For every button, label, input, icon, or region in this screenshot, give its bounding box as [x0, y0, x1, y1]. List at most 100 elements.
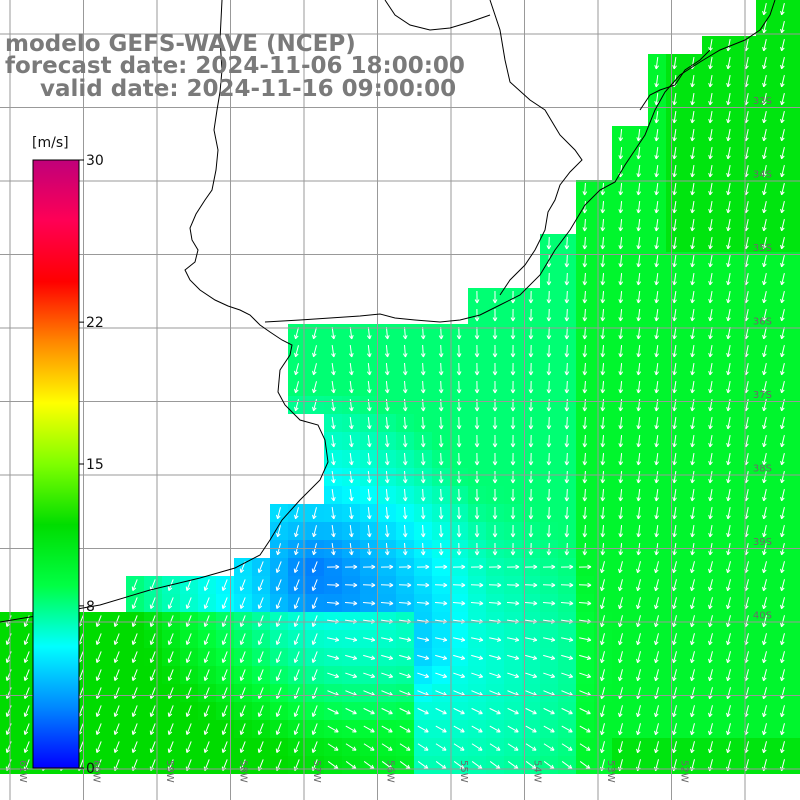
- wind-arrow: [618, 615, 623, 628]
- wind-arrow: [578, 582, 592, 588]
- wind-arrow: [384, 488, 390, 502]
- wind-arrow: [326, 600, 340, 606]
- wind-arrow: [726, 75, 731, 88]
- wind-arrow: [438, 326, 444, 340]
- wind-arrow: [600, 254, 606, 268]
- wind-arrow: [311, 561, 318, 573]
- wind-arrow: [600, 380, 606, 394]
- wind-arrow: [564, 236, 570, 250]
- wind-arrows: [5, 3, 785, 772]
- longitude-label: 59W: [164, 760, 175, 783]
- wind-speed-cell: [792, 378, 800, 396]
- wind-arrow: [331, 434, 336, 448]
- colorbar-tick-label: 8: [86, 599, 95, 615]
- wind-arrow: [636, 218, 642, 232]
- wind-arrow: [131, 615, 138, 627]
- wind-arrow: [726, 363, 731, 376]
- wind-arrow: [167, 633, 174, 645]
- wind-arrow: [690, 506, 695, 520]
- wind-arrow: [654, 344, 659, 358]
- wind-arrow: [456, 380, 462, 394]
- wind-arrow: [564, 416, 570, 430]
- wind-arrow: [402, 344, 408, 358]
- wind-arrow: [708, 57, 713, 70]
- wind-arrow: [438, 362, 444, 376]
- wind-arrow: [726, 93, 731, 106]
- wind-arrow: [780, 201, 785, 214]
- wind-speed-cell: [792, 450, 800, 468]
- wind-arrow: [420, 488, 426, 502]
- wind-arrow: [600, 218, 606, 232]
- wind-arrow: [690, 380, 695, 394]
- wind-arrow: [546, 416, 552, 430]
- wind-arrow: [384, 362, 390, 376]
- wind-arrow: [23, 633, 30, 645]
- wind-arrow: [402, 470, 408, 484]
- wind-arrow: [654, 56, 659, 70]
- wind-arrow: [654, 488, 659, 502]
- wind-arrow: [311, 615, 318, 627]
- wind-arrow: [546, 326, 552, 340]
- wind-arrow: [560, 564, 574, 570]
- wind-arrow: [416, 564, 430, 570]
- wind-arrow: [600, 434, 606, 448]
- wind-arrow: [474, 506, 480, 520]
- wind-arrow: [546, 272, 552, 286]
- wind-arrow: [416, 600, 430, 606]
- wind-arrow: [331, 470, 336, 484]
- wind-speed-cell: [792, 108, 800, 126]
- wind-arrow: [780, 219, 785, 232]
- wind-arrow: [672, 597, 677, 610]
- wind-arrow: [636, 146, 642, 160]
- wind-arrow: [474, 344, 480, 358]
- wind-arrow: [672, 164, 677, 178]
- wind-arrow: [546, 506, 552, 520]
- wind-arrow: [331, 344, 336, 358]
- wind-arrow: [560, 600, 574, 606]
- wind-speed-cell: [792, 360, 800, 378]
- wind-speed-cell: [792, 702, 800, 720]
- wind-arrow: [618, 488, 624, 502]
- wind-arrow: [618, 272, 624, 286]
- longitude-label: 56W: [385, 760, 396, 783]
- wind-speed-cell: [792, 18, 800, 36]
- wind-arrow: [636, 488, 642, 502]
- wind-arrow: [762, 165, 767, 178]
- wind-arrow: [636, 290, 642, 304]
- wind-speed-cell: [792, 180, 800, 198]
- wind-arrow: [434, 582, 448, 588]
- wind-arrow: [434, 564, 448, 570]
- wind-arrow: [726, 615, 731, 628]
- wind-arrow: [726, 453, 731, 466]
- wind-arrow: [708, 453, 713, 466]
- wind-arrow: [185, 615, 192, 627]
- wind-arrow: [600, 362, 606, 376]
- wind-arrow: [331, 488, 336, 502]
- wind-arrow: [348, 380, 354, 394]
- wind-speed-cell: [792, 432, 800, 450]
- wind-arrow: [708, 129, 713, 142]
- wind-arrow: [524, 600, 538, 606]
- wind-arrow: [708, 291, 713, 304]
- wind-arrow: [726, 129, 731, 142]
- colorbar-unit: [m/s]: [32, 135, 69, 151]
- wind-arrow: [654, 74, 659, 88]
- wind-speed-cell: [792, 324, 800, 342]
- wind-arrow: [654, 434, 659, 448]
- wind-speed-cell: [792, 396, 800, 414]
- wind-arrow: [366, 326, 372, 340]
- wind-speed-cell: [792, 486, 800, 504]
- wind-arrow: [708, 417, 713, 430]
- wind-arrow: [654, 92, 659, 106]
- wind-arrow: [564, 452, 570, 466]
- wind-arrow: [726, 309, 731, 322]
- wind-arrow: [672, 416, 677, 430]
- wind-arrow: [654, 506, 659, 520]
- wind-arrow: [708, 489, 713, 502]
- wind-arrow: [690, 416, 695, 430]
- wind-arrow: [636, 164, 642, 178]
- wind-arrow: [488, 582, 502, 588]
- wind-arrow: [492, 344, 498, 358]
- wind-arrow: [582, 290, 588, 304]
- wind-arrow: [366, 524, 372, 538]
